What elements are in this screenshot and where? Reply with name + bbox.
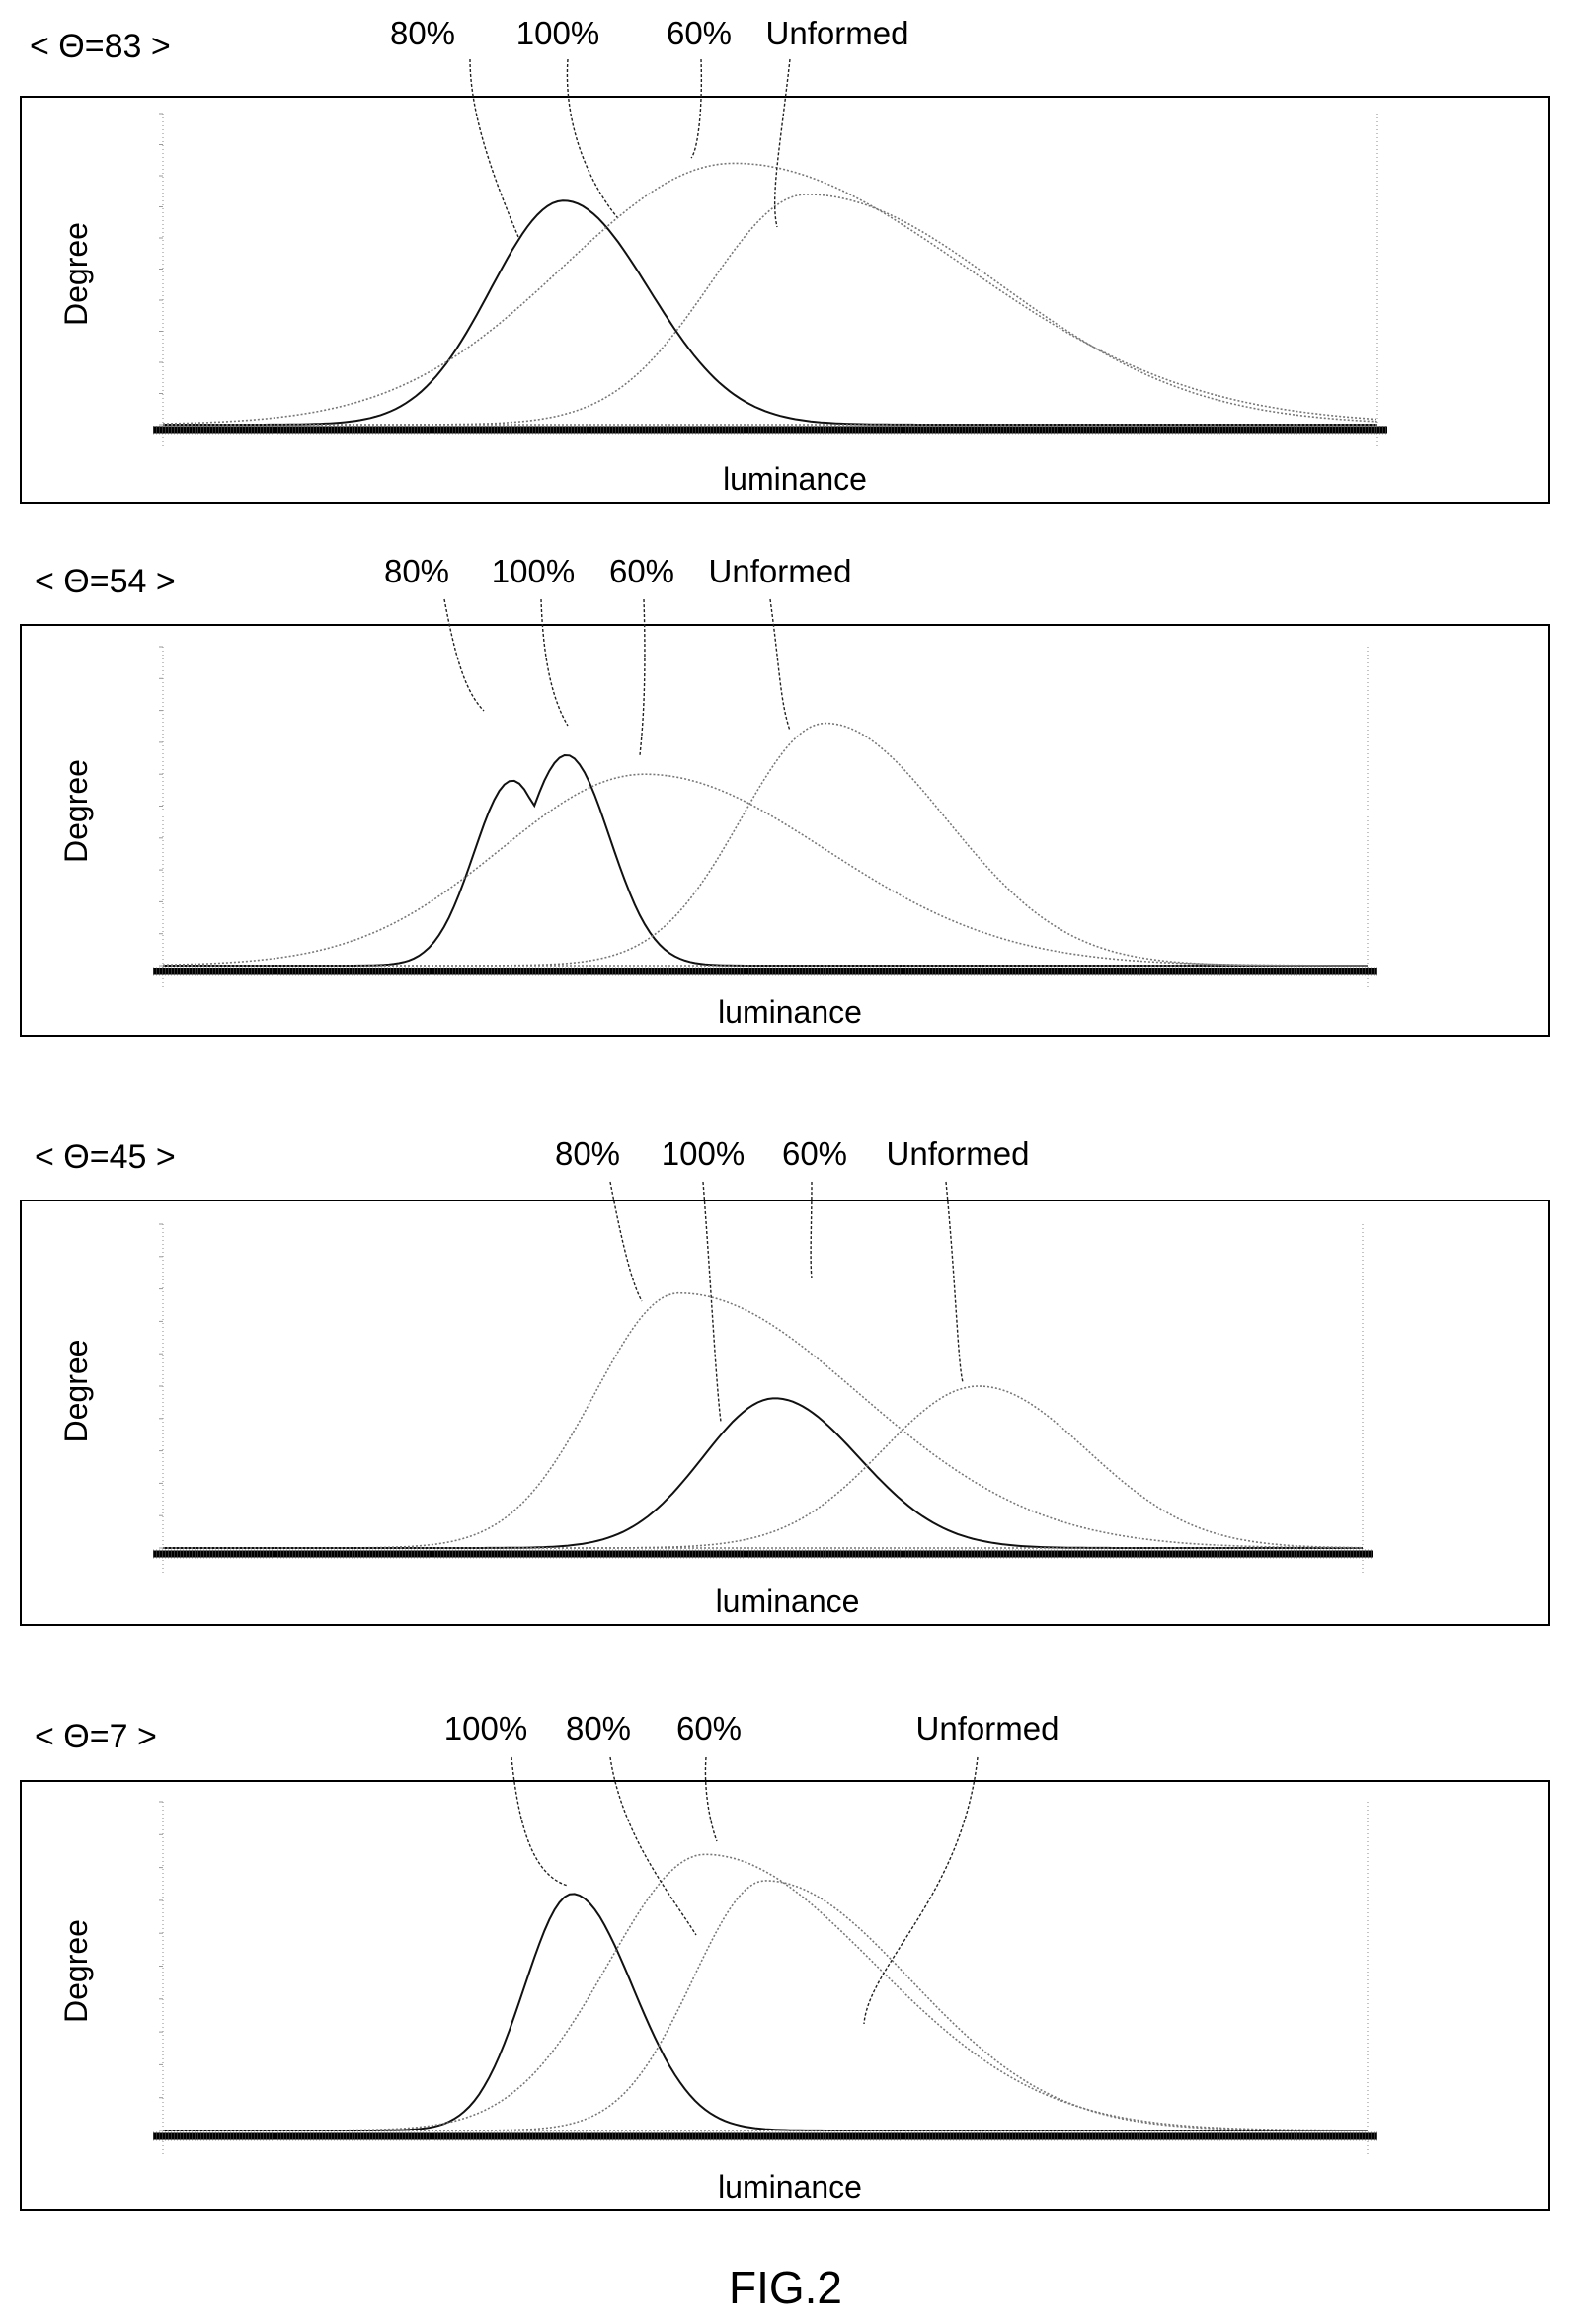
series-line-60- — [163, 722, 1368, 967]
panel-title-1: < Θ=83 > — [30, 28, 171, 65]
annotation-label: 80% — [390, 15, 455, 51]
chart-frame-1 — [20, 96, 1550, 504]
series-line-60- — [163, 194, 1378, 426]
chart-4: Degree luminance 100% 80% 60% Unformed — [58, 1710, 1377, 2205]
annotation-label: 60% — [782, 1135, 847, 1172]
annotation-leader-line — [704, 1756, 718, 1842]
annotation-leader-line — [690, 58, 703, 159]
annotation-label: 80% — [384, 553, 449, 589]
x-axis-label: luminance — [718, 2169, 862, 2205]
annotation-label: 100% — [662, 1135, 745, 1172]
annotation-label: 60% — [676, 1710, 742, 1746]
annotation-leader-line — [863, 1756, 979, 2025]
y-axis-label: Degree — [58, 222, 94, 326]
series-line-80- — [163, 1291, 1363, 1549]
panel-title-2: < Θ=54 > — [35, 563, 176, 600]
annotation-label: 100% — [444, 1710, 527, 1746]
series-line-100- — [163, 1397, 1363, 1549]
annotation-label: 60% — [667, 15, 732, 51]
y-axis-label: Degree — [58, 759, 94, 863]
annotation-leader-line — [945, 1181, 964, 1383]
annotation-label: 100% — [492, 553, 575, 589]
series-line-80- — [163, 753, 1368, 967]
annotation-leader-line — [769, 598, 791, 732]
series-line-60- — [163, 1385, 1363, 1549]
series-line-60- — [163, 1880, 1368, 2131]
annotation-leader-line — [566, 58, 618, 218]
annotation-leader-line — [511, 1756, 569, 1887]
annotation-label: Unformed — [766, 15, 909, 51]
chart-2: Degree luminance 80% 100% 60% Unformed — [58, 553, 1377, 1030]
annotation-label: 100% — [516, 15, 599, 51]
chart-1: Degree luminance 80% 100% 60% Unformed — [58, 15, 1387, 497]
annotation-leader-line — [443, 598, 485, 712]
annotation-label: 60% — [609, 553, 674, 589]
annotation-leader-line — [540, 598, 569, 727]
figure-caption: FIG.2 — [728, 2262, 843, 2313]
panel-title-4: < Θ=7 > — [35, 1718, 157, 1755]
series-line-80- — [163, 1853, 1368, 2131]
series-line-100- — [163, 1893, 1368, 2131]
annotation-leader-line — [609, 1181, 643, 1302]
annotation-label: 80% — [566, 1710, 631, 1746]
annotation-label: 80% — [555, 1135, 620, 1172]
annotation-leader-line — [469, 58, 519, 238]
annotation-leader-line — [702, 1181, 722, 1423]
series-line-100- — [162, 162, 1378, 425]
y-axis-label: Degree — [58, 1919, 94, 2023]
annotation-leader-line — [773, 58, 791, 228]
panel-title-3: < Θ=45 > — [35, 1138, 176, 1176]
series-line-80- — [163, 199, 1377, 426]
annotation-leader-line — [810, 1181, 813, 1279]
annotation-label: Unformed — [709, 553, 852, 589]
x-axis-label: luminance — [716, 1584, 860, 1619]
annotation-label: Unformed — [887, 1135, 1030, 1172]
y-axis-label: Degree — [58, 1340, 94, 1443]
annotation-leader-line — [609, 1756, 697, 1936]
chart-3: Degree luminance 80% 100% 60% Unformed — [58, 1135, 1373, 1619]
annotation-leader-line — [639, 598, 646, 756]
x-axis-label: luminance — [718, 994, 862, 1030]
x-axis-label: luminance — [723, 461, 867, 497]
series-line-100- — [162, 773, 1368, 967]
annotation-label: Unformed — [916, 1710, 1060, 1746]
